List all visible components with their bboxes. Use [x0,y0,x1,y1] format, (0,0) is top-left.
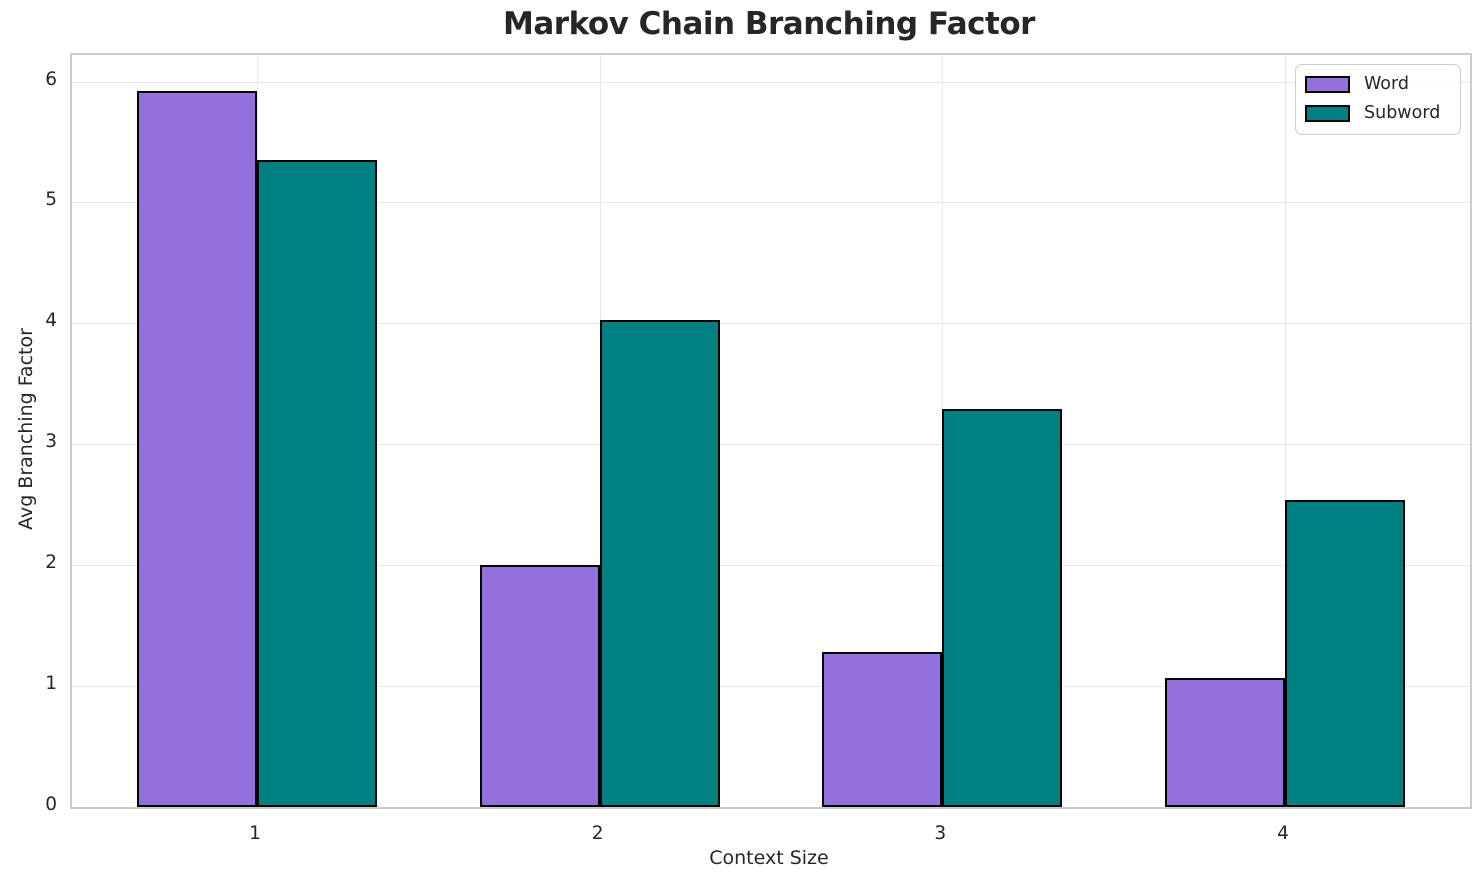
bar-subword-1 [257,160,377,807]
bar-word-1 [137,91,258,807]
gridline-y-2 [72,565,1470,567]
y-tick-label-2: 2 [45,552,57,574]
x-tick-label-4: 4 [1277,823,1289,844]
gridline-y-1 [72,686,1470,688]
bar-word-2 [479,565,600,807]
gridline-y-6 [72,81,1470,83]
legend-swatch-word [1305,76,1350,94]
gridline-x-4 [1284,55,1286,807]
y-tick-label-4: 4 [45,310,57,332]
bar-word-4 [1165,677,1285,807]
gridline-y-3 [72,444,1470,446]
plot-area: Word Subword [70,53,1472,809]
bar-subword-2 [599,319,720,807]
x-axis-label: Context Size [709,847,829,869]
legend-item-subword: Subword [1305,103,1448,124]
x-tick-label-1: 1 [249,823,261,844]
y-tick-label-3: 3 [45,431,57,453]
bar-subword-3 [942,409,1063,807]
legend-swatch-subword [1305,105,1350,123]
legend: Word Subword [1295,64,1461,135]
legend-item-word: Word [1305,74,1448,94]
x-tick-label-3: 3 [934,823,947,844]
gridline-y-5 [72,202,1470,204]
gridline-y-4 [72,323,1470,325]
bar-subword-4 [1284,499,1405,807]
x-tick-label-2: 2 [591,823,604,844]
y-tick-label-0: 0 [45,794,57,815]
y-tick-label-6: 6 [45,68,57,90]
bar-word-3 [822,652,943,807]
y-tick-label-1: 1 [45,673,57,695]
y-tick-label-5: 5 [45,189,57,211]
y-axis-label: Avg Branching Factor [15,328,37,530]
legend-label-word: Word [1364,74,1409,94]
legend-label-subword: Subword [1364,103,1441,124]
chart-title: Markov Chain Branching Factor [503,6,1035,42]
